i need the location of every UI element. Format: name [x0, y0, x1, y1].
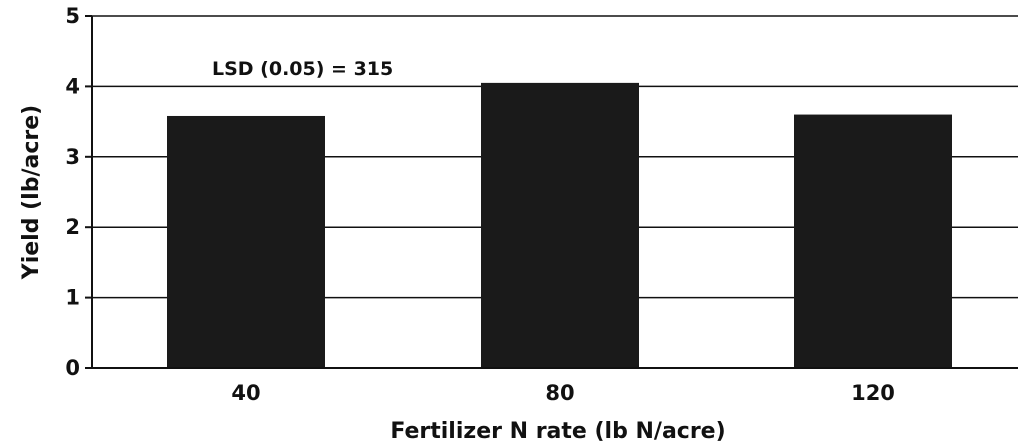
y-tick-label-5: 5: [65, 4, 80, 28]
x-tick-labels: 40 80 120: [231, 381, 895, 405]
y-tick-label-1: 1: [65, 286, 80, 310]
x-axis-title: Fertilizer N rate (lb N/acre): [390, 419, 725, 442]
y-tick-label-4: 4: [65, 74, 80, 98]
x-tick-label-40: 40: [231, 381, 260, 405]
y-tick-labels: 0 1 2 3 4 5: [65, 4, 92, 380]
x-tick-label-80: 80: [545, 381, 574, 405]
y-tick-label-2: 2: [65, 215, 80, 239]
bar-120: [794, 114, 952, 368]
bars: [167, 82, 952, 368]
bar-80: [481, 82, 639, 368]
y-tick-label-3: 3: [65, 145, 80, 169]
y-tick-label-0: 0: [65, 356, 80, 380]
y-axis-title: Yield (lb/acre): [19, 105, 44, 280]
x-tick-label-120: 120: [851, 381, 895, 405]
bar-40: [167, 115, 325, 368]
lsd-annotation: LSD (0.05) = 315: [212, 58, 393, 80]
